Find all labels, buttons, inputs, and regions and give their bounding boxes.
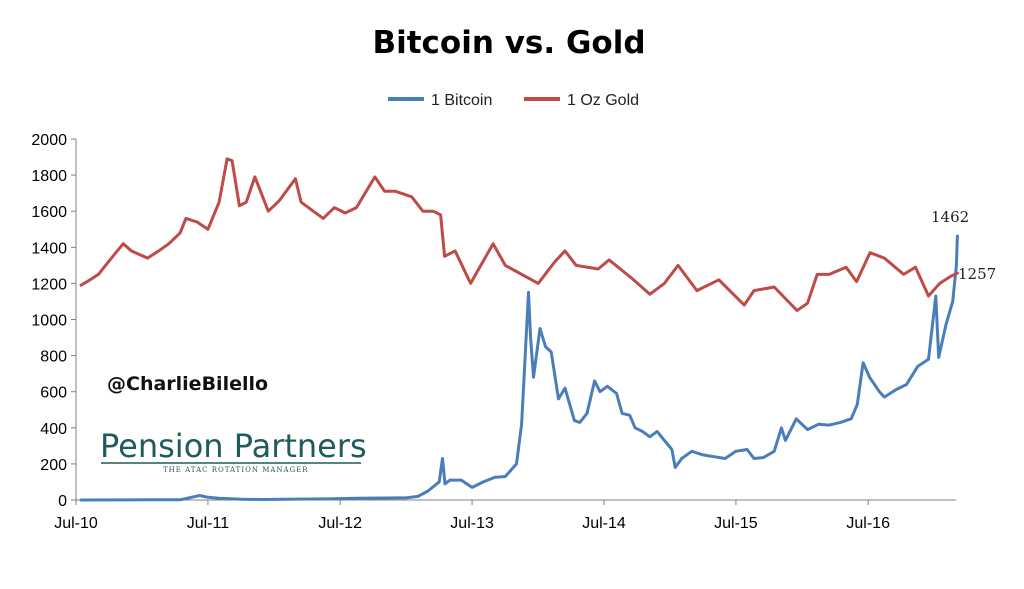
x-axis: Jul-10 Jul-11 Jul-12 Jul-13 Jul-14 Jul-15 Jul-… [54, 499, 956, 532]
logo-tagline: THE ATAC ROTATION MANAGER [163, 466, 309, 474]
twitter-handle: @CharlieBilello [107, 373, 268, 395]
legend: 1 Bitcoin 1 Oz Gold [388, 92, 639, 109]
logo-name: Pension Partners [100, 427, 367, 465]
legend-label-bitcoin: 1 Bitcoin [431, 92, 492, 109]
x-tick-label: Jul-12 [318, 515, 362, 532]
bitcoin-series-line [79, 234, 959, 502]
y-tick-label: 1400 [31, 240, 67, 257]
y-tick-label: 1000 [31, 313, 67, 330]
x-tick-label: Jul-13 [450, 515, 494, 532]
end-label-bitcoin: 1462 [931, 208, 969, 226]
y-tick-label: 1600 [31, 204, 67, 221]
y-tick-label: 0 [58, 493, 67, 510]
y-tick-label: 1800 [31, 168, 67, 185]
y-tick-label: 2000 [31, 132, 67, 149]
chart-title: Bitcoin vs. Gold [372, 25, 645, 61]
pension-partners-logo: Pension Partners THE ATAC ROTATION MANAG… [100, 427, 367, 474]
gold-series-line [79, 157, 959, 312]
y-tick-label: 1200 [31, 276, 67, 293]
end-label-gold: 1257 [958, 265, 996, 283]
x-tick-label: Jul-10 [54, 515, 98, 532]
y-tick-label: 200 [40, 457, 67, 474]
y-tick-label: 600 [40, 385, 67, 402]
x-tick-label: Jul-15 [714, 515, 758, 532]
y-tick-label: 800 [40, 349, 67, 366]
x-tick-label: Jul-14 [582, 515, 626, 532]
legend-label-gold: 1 Oz Gold [567, 92, 639, 109]
series-layer [79, 157, 959, 502]
x-tick-label: Jul-16 [846, 515, 890, 532]
x-tick-label: Jul-11 [187, 515, 229, 532]
y-tick-label: 400 [40, 421, 67, 438]
y-axis: 0 200 400 600 800 1000 1200 1400 1600 1800 2000 [31, 132, 77, 510]
